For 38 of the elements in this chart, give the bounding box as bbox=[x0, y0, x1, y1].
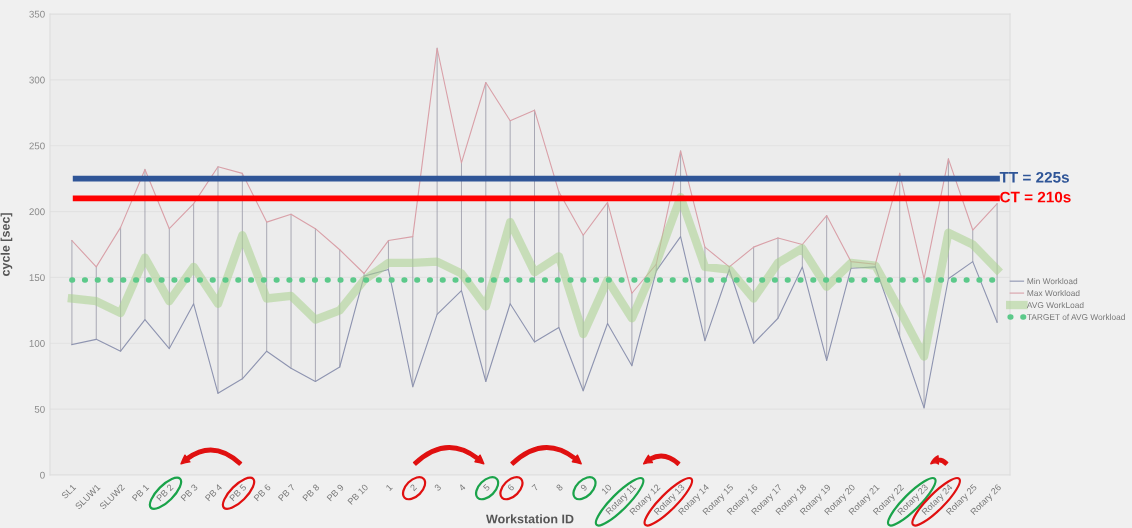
x-tick-label: 5 bbox=[482, 483, 491, 492]
x-tick-label: PB 9 bbox=[326, 483, 345, 502]
x-tick-label: SL1 bbox=[61, 483, 77, 500]
x-tick-label: PB 6 bbox=[253, 483, 272, 502]
y-tick-label: 350 bbox=[29, 10, 45, 18]
y-tick-label: 50 bbox=[34, 405, 45, 413]
x-tick-label: PB 5 bbox=[229, 483, 247, 502]
y-tick-label: 150 bbox=[29, 274, 45, 282]
x-tick-label: 4 bbox=[458, 483, 466, 492]
x-tick-label: PB 7 bbox=[277, 483, 296, 502]
x-tick-label: PB 4 bbox=[204, 483, 223, 502]
legend-label: Min Workload bbox=[1027, 278, 1078, 285]
legend-label: TARGET of AVG Workload bbox=[1027, 313, 1125, 320]
y-tick-label: 200 bbox=[29, 208, 45, 216]
x-tick-label: PB 3 bbox=[180, 483, 199, 502]
y-tick-label: 100 bbox=[29, 340, 45, 347]
legend-label: AVG WorkLoad bbox=[1026, 301, 1084, 309]
x-tick-label: 8 bbox=[555, 483, 564, 492]
x-tick-label: PB 10 bbox=[347, 483, 369, 505]
x-tick-label: 9 bbox=[580, 483, 588, 492]
x-tick-label: PB 1 bbox=[131, 483, 150, 502]
x-tick-label: 10 bbox=[601, 483, 612, 495]
legend-label: Max Workload bbox=[1027, 289, 1080, 297]
x-tick-label: 3 bbox=[433, 483, 442, 492]
x-tick-label: 6 bbox=[507, 483, 515, 492]
y-tick-label: 250 bbox=[29, 142, 45, 150]
x-axis-title: Workstation ID bbox=[486, 514, 574, 524]
y-tick-label: 0 bbox=[40, 471, 45, 479]
ref-line-label: CT = 210s bbox=[1000, 191, 1071, 203]
x-tick-label: PB 8 bbox=[302, 483, 320, 502]
x-tick-label: PB 2 bbox=[156, 483, 174, 502]
y-axis-title: cycle [sec] bbox=[0, 213, 13, 276]
ref-line-label: TT = 225s bbox=[999, 171, 1069, 183]
line-series bbox=[71, 47, 998, 294]
x-tick-label: 2 bbox=[409, 483, 418, 492]
x-tick-label: 7 bbox=[531, 483, 539, 492]
y-tick-label: 300 bbox=[29, 76, 45, 84]
x-tick-label: 1 bbox=[385, 483, 393, 492]
